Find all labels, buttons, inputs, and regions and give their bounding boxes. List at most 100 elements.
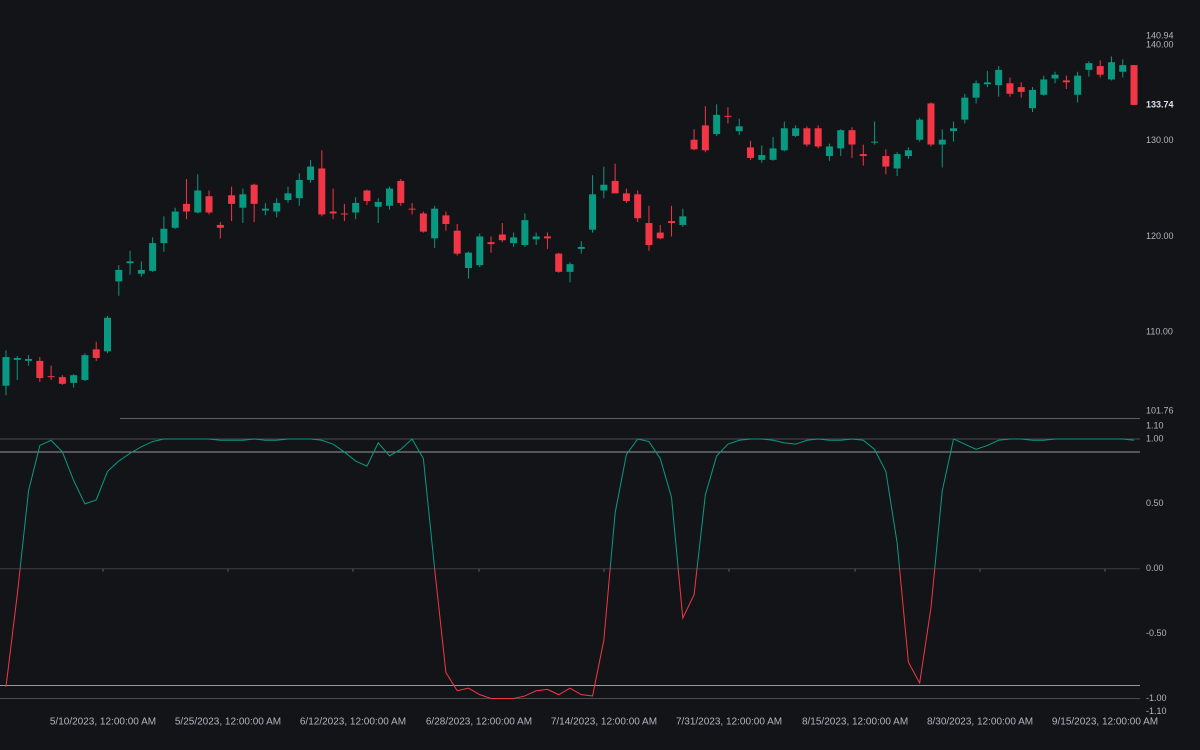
y-tick-label: 140.00 <box>1146 39 1174 49</box>
candle-body <box>972 83 980 98</box>
candle-body <box>397 180 405 203</box>
candle-body <box>453 230 461 254</box>
candle-body <box>701 125 709 151</box>
candle-body <box>927 103 935 145</box>
candle-body <box>182 203 190 212</box>
candle-body <box>329 211 337 214</box>
y-tick-label: 140.94 <box>1146 30 1174 40</box>
candle-body <box>871 141 879 143</box>
candle-body <box>837 130 845 149</box>
candle-body <box>431 208 439 239</box>
oscillator-line <box>5 438 1135 700</box>
candle-body <box>792 128 800 136</box>
y-tick-label: 1.00 <box>1146 433 1164 443</box>
y-tick-label: -1.00 <box>1146 693 1167 703</box>
candle-body <box>228 195 236 204</box>
candle-body <box>104 317 112 352</box>
candle-body <box>814 128 822 147</box>
candle-body <box>239 194 247 208</box>
candle-body <box>92 349 100 358</box>
candle-body <box>735 126 743 132</box>
candle-body <box>498 234 506 241</box>
candle-body <box>622 193 630 202</box>
y-tick-label: 0.00 <box>1146 563 1164 573</box>
candle-body <box>848 130 856 145</box>
candle-body <box>882 156 890 167</box>
candle-body <box>645 223 653 246</box>
candle-body <box>566 264 574 272</box>
candle-body <box>983 82 991 85</box>
candle-body <box>149 243 157 271</box>
candle-body <box>261 208 269 211</box>
y-tick-label: 1.10 <box>1146 420 1164 430</box>
candle-body <box>487 242 495 245</box>
candle-body <box>216 224 224 228</box>
candle-body <box>769 148 777 160</box>
candle-body <box>995 69 1003 86</box>
y-tick-label: -0.50 <box>1146 628 1167 638</box>
candle-body <box>803 128 811 145</box>
candle-body <box>1085 63 1093 70</box>
candle-body <box>611 180 619 194</box>
candle-body <box>510 237 518 244</box>
candle-body <box>1096 66 1104 75</box>
x-tick-label: 8/15/2023, 12:00:00 AM <box>802 717 908 728</box>
candle-body <box>713 114 721 135</box>
x-tick-label: 5/25/2023, 12:00:00 AM <box>175 717 281 728</box>
candle-body <box>47 376 55 378</box>
candle-body <box>250 184 258 204</box>
candle-body <box>386 188 394 206</box>
candle-body <box>679 216 687 225</box>
candle-body <box>724 115 732 117</box>
candle-body <box>295 179 303 199</box>
y-tick-label: 130.00 <box>1146 135 1174 145</box>
candle-body <box>2 357 10 386</box>
candle-body <box>758 155 766 160</box>
candle-body <box>893 154 901 169</box>
candle-body <box>374 201 382 207</box>
candle-body <box>859 154 867 157</box>
candle-body <box>690 139 698 150</box>
candle-body <box>589 194 597 230</box>
x-tick-label: 9/15/2023, 12:00:00 AM <box>1052 717 1158 728</box>
candle-body <box>1107 62 1115 80</box>
candle-body <box>1051 74 1059 79</box>
y-tick-label: -1.10 <box>1146 706 1167 716</box>
candle-body <box>171 211 179 228</box>
candle-body <box>70 375 78 383</box>
candle-body <box>1074 75 1082 95</box>
candle-body <box>1006 83 1014 94</box>
candle-body <box>115 269 123 282</box>
candle-body <box>205 196 213 213</box>
x-tick-label: 5/10/2023, 12:00:00 AM <box>50 717 156 728</box>
y-tick-label: 0.50 <box>1146 498 1164 508</box>
candle-body <box>25 358 33 361</box>
candle-body <box>137 269 145 274</box>
y-tick-label: 110.00 <box>1146 327 1173 337</box>
candle-body <box>408 208 416 210</box>
candle-body <box>950 128 958 132</box>
candle-body <box>532 236 540 240</box>
candle-body <box>555 253 563 272</box>
candle-body <box>363 190 371 202</box>
x-tick-label: 7/14/2023, 12:00:00 AM <box>551 717 657 728</box>
candle-body <box>442 215 450 224</box>
candle-body <box>36 360 44 379</box>
candle-body <box>419 213 427 232</box>
candle-body <box>1028 89 1036 109</box>
candle-body <box>273 202 281 212</box>
candle-body <box>961 97 969 120</box>
candle-body <box>780 128 788 151</box>
candle-body <box>543 236 551 239</box>
candle-body <box>160 228 168 244</box>
candle-body <box>1062 80 1070 83</box>
candle-body <box>1017 87 1025 92</box>
candle-body <box>464 252 472 269</box>
candle-body <box>284 193 292 201</box>
candle-body <box>668 221 676 224</box>
candle-body <box>318 168 326 215</box>
candle-body <box>13 357 21 360</box>
candle-body <box>521 220 529 246</box>
candle-body <box>938 139 946 145</box>
